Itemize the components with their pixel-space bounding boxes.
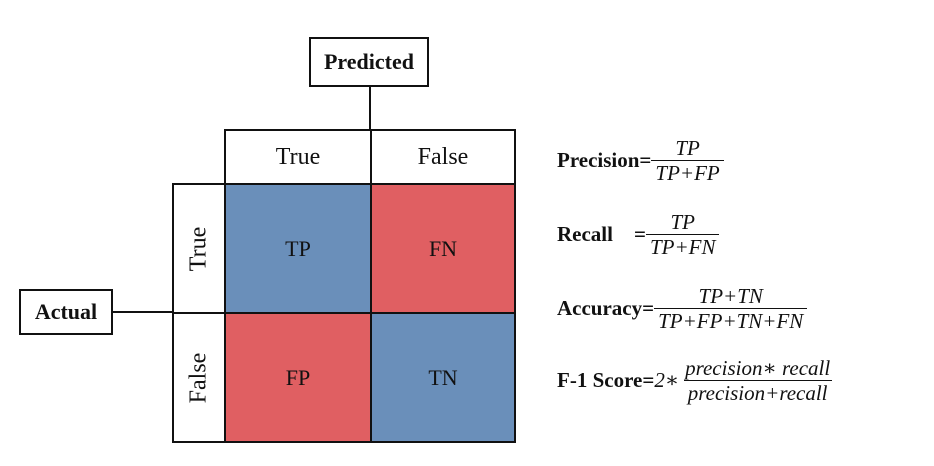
f1-denominator: precision+recall [683, 380, 832, 405]
actual-label: Actual [19, 289, 113, 335]
accuracy-denominator: TP+FP+TN+FN [654, 308, 808, 333]
cell-false-negative: FN [370, 183, 516, 314]
cell-true-negative: TN [370, 312, 516, 443]
recall-formula-name: Recall = [557, 222, 646, 246]
predicted-connector-line [369, 87, 371, 129]
precision-fraction: TP TP+FP [651, 136, 724, 185]
column-header-true: True [224, 129, 372, 185]
row-header-false-label: False [185, 352, 212, 403]
f1-formula-name: F-1 Score= [557, 368, 655, 392]
accuracy-fraction: TP+TN TP+FP+TN+FN [654, 284, 808, 333]
precision-formula: Precision= TP TP+FP [557, 136, 724, 185]
cell-true-positive: TP [224, 183, 372, 314]
row-header-false: False [172, 312, 226, 443]
precision-numerator: TP [675, 136, 700, 160]
accuracy-formula-name: Accuracy= [557, 296, 655, 320]
f1-fraction: precision∗ recall precision+recall [681, 356, 834, 405]
recall-denominator: TP+FN [645, 234, 720, 259]
f1-coefficient: 2∗ [654, 368, 680, 392]
accuracy-numerator: TP+TN [698, 284, 763, 308]
precision-denominator: TP+FP [651, 160, 724, 185]
predicted-label: Predicted [309, 37, 429, 87]
f1-numerator: precision∗ recall [685, 356, 831, 380]
actual-connector-line [113, 311, 173, 313]
recall-fraction: TP TP+FN [645, 210, 720, 259]
cell-false-positive: FP [224, 312, 372, 443]
precision-formula-name: Precision= [557, 148, 652, 172]
f1-score-formula: F-1 Score= 2∗ precision∗ recall precisio… [557, 356, 834, 405]
column-header-false: False [370, 129, 516, 185]
row-header-true-label: True [185, 226, 212, 271]
row-header-true: True [172, 183, 226, 314]
recall-formula: Recall = TP TP+FN [557, 210, 720, 259]
accuracy-formula: Accuracy= TP+TN TP+FP+TN+FN [557, 284, 808, 333]
recall-numerator: TP [670, 210, 695, 234]
